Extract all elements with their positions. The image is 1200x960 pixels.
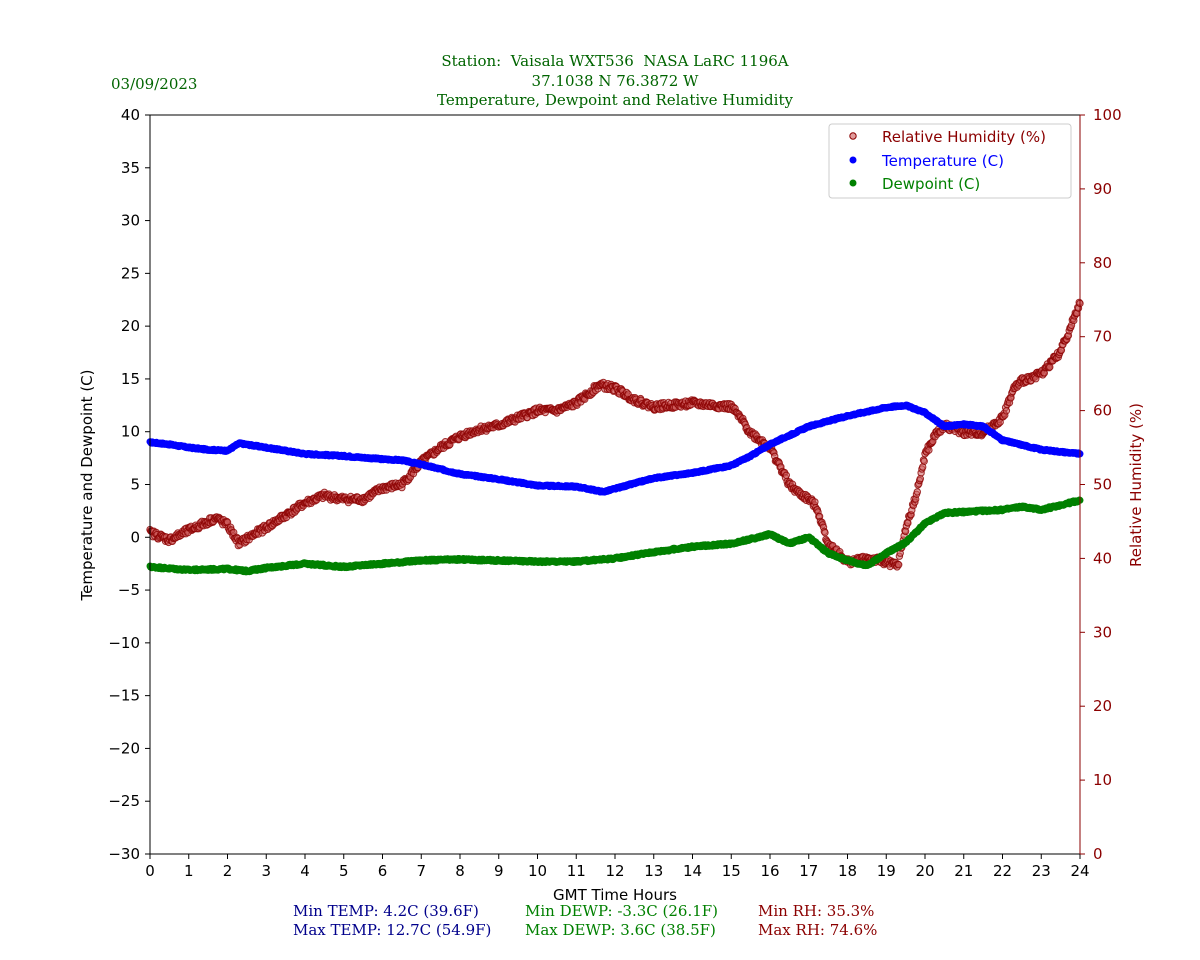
max-temp-stat: Max TEMP: 12.7C (54.9F) — [293, 921, 491, 939]
x-tick-label: 6 — [378, 862, 388, 880]
y-tick-label: 40 — [121, 106, 140, 124]
x-tick-label: 14 — [683, 862, 702, 880]
x-tick-label: 7 — [416, 862, 426, 880]
x-tick-label: 13 — [644, 862, 663, 880]
y2-tick-label: 80 — [1093, 254, 1112, 272]
x-tick-label: 16 — [760, 862, 779, 880]
min-rh-stat: Min RH: 35.3% — [758, 902, 874, 920]
x-tick-label: 15 — [722, 862, 741, 880]
x-tick-label: 17 — [799, 862, 818, 880]
y-tick-label: 20 — [121, 317, 140, 335]
y2-tick-label: 60 — [1093, 402, 1112, 420]
y-tick-label: 35 — [121, 159, 140, 177]
y-tick-label: −20 — [108, 739, 140, 757]
y2-tick-label: 70 — [1093, 328, 1112, 346]
rh-point — [895, 561, 903, 569]
max-dewp-stat: Max DEWP: 3.6C (38.5F) — [525, 921, 716, 939]
x-tick-label: 0 — [145, 862, 155, 880]
rh-point — [920, 457, 928, 465]
x-tick-label: 3 — [261, 862, 271, 880]
y2-tick-label: 40 — [1093, 549, 1112, 567]
x-tick-label: 19 — [877, 862, 896, 880]
rh-series — [146, 298, 1084, 571]
plot-area — [150, 115, 1080, 854]
x-tick-label: 23 — [1032, 862, 1051, 880]
y2-tick-label: 20 — [1093, 697, 1112, 715]
min-dewp-stat: Min DEWP: -3.3C (26.1F) — [525, 902, 718, 920]
x-tick-label: 8 — [455, 862, 465, 880]
x-tick-label: 24 — [1070, 862, 1089, 880]
legend-rh-label: Relative Humidity (%) — [882, 128, 1046, 146]
y2-axis-label: Relative Humidity (%) — [1127, 403, 1145, 567]
y-tick-label: 10 — [121, 423, 140, 441]
x-tick-label: 10 — [528, 862, 547, 880]
y-tick-label: −10 — [108, 634, 140, 652]
rh-point — [1002, 407, 1011, 415]
legend-dewp-marker — [849, 179, 857, 187]
y2-tick-label: 100 — [1093, 106, 1122, 124]
y2-axis-ticks: 0 10 20 30 40 50 60 70 80 90 100 — [1080, 106, 1122, 863]
x-tick-label: 1 — [184, 862, 194, 880]
rh-point — [821, 528, 829, 537]
x-tick-label: 5 — [339, 862, 349, 880]
rh-point — [782, 471, 790, 479]
rh-point — [913, 488, 921, 496]
chart-title-line2: 37.1038 N 76.3872 W — [532, 72, 699, 90]
y-tick-label: −15 — [108, 687, 140, 705]
x-tick-label: 11 — [567, 862, 586, 880]
x-tick-label: 20 — [915, 862, 934, 880]
x-tick-label: 18 — [838, 862, 857, 880]
x-tick-label: 22 — [993, 862, 1012, 880]
legend-rh-marker — [849, 132, 857, 140]
y2-tick-label: 0 — [1093, 845, 1103, 863]
max-rh-stat: Max RH: 74.6% — [758, 921, 877, 939]
y-tick-label: 0 — [130, 528, 140, 546]
legend: Relative Humidity (%) Temperature (C) De… — [828, 123, 1072, 199]
x-tick-label: 9 — [494, 862, 504, 880]
y2-tick-label: 30 — [1093, 623, 1112, 641]
y-tick-label: 15 — [121, 370, 140, 388]
chart-title-line1: Station: Vaisala WXT536 NASA LaRC 1196A — [441, 52, 788, 70]
legend-temp-marker — [849, 156, 857, 164]
y2-tick-label: 90 — [1093, 180, 1112, 198]
y2-tick-label: 50 — [1093, 476, 1112, 494]
y-axis-ticks: −30 −25 −20 −15 −10 −5 0 5 10 15 20 25 30 35 40 — [108, 106, 150, 863]
x-tick-label: 12 — [605, 862, 624, 880]
rh-point — [925, 446, 933, 454]
y-tick-label: 30 — [121, 212, 140, 230]
y-axis-label: Temperature and Dewpoint (C) — [78, 369, 96, 601]
x-tick-label: 2 — [223, 862, 233, 880]
date-label: 03/09/2023 — [111, 75, 197, 93]
y-tick-label: 5 — [130, 476, 140, 494]
chart-title-line3: Temperature, Dewpoint and Relative Humid… — [437, 91, 793, 109]
x-tick-label: 4 — [300, 862, 310, 880]
x-tick-label: 21 — [954, 862, 973, 880]
legend-dewp-label: Dewpoint (C) — [882, 175, 980, 193]
legend-temp-label: Temperature (C) — [881, 152, 1004, 170]
y-tick-label: −5 — [118, 581, 140, 599]
y-tick-label: −30 — [108, 845, 140, 863]
rh-point — [904, 519, 912, 527]
x-axis-ticks: 0 1 2 3 4 5 6 7 8 9 10 11 12 13 14 15 16 17 18 19 20 21 22 23 24 — [145, 854, 1090, 880]
y2-tick-label: 10 — [1093, 771, 1112, 789]
y-tick-label: −25 — [108, 792, 140, 810]
y-tick-label: 25 — [121, 264, 140, 282]
min-temp-stat: Min TEMP: 4.2C (39.6F) — [293, 902, 479, 920]
